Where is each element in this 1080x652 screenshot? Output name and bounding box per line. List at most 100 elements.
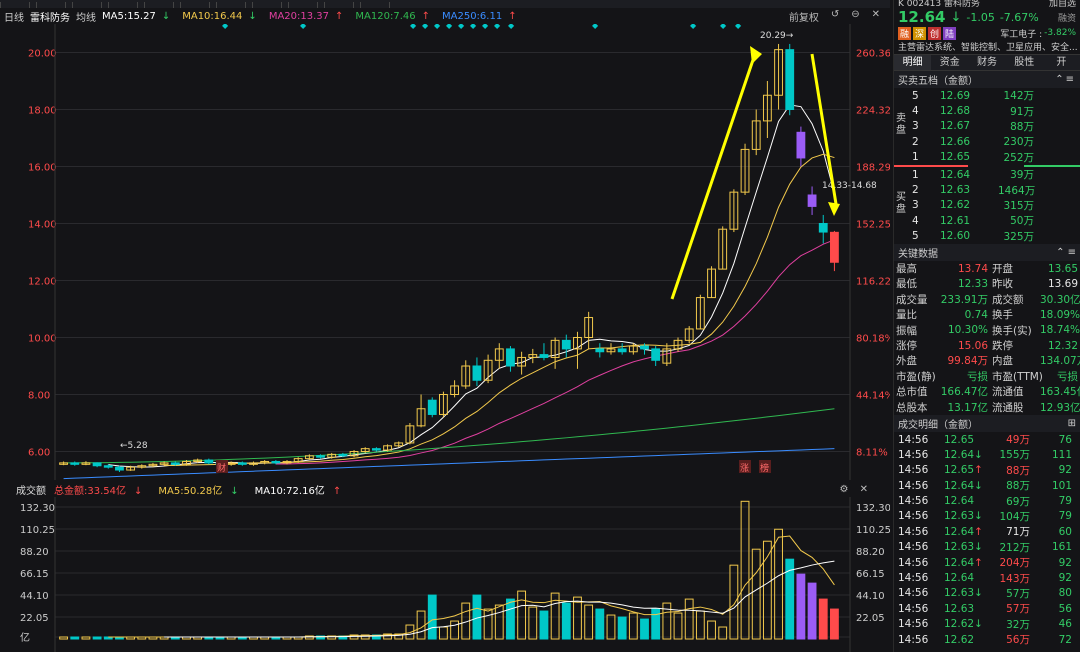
tick-list[interactable]: 14:56 12.65 49万 76 14:56 12.64 ↓ 155万 111 14:56 12… xyxy=(894,432,1080,647)
kline-chart[interactable]: 20.00 260.36% 18.00 224.32% 16.00 188.29% 14.0… xyxy=(0,24,890,480)
tick-row[interactable]: 14:56 12.64 69万 79 xyxy=(894,493,1080,508)
vol-tick: 44.10 xyxy=(20,591,49,602)
candle-body xyxy=(528,354,538,358)
zoom-out-icon[interactable]: ⊖ xyxy=(851,9,860,20)
event-label: 涨 xyxy=(740,463,749,474)
tick-row[interactable]: 14:56 12.65 ↑ 88万 92 xyxy=(894,463,1080,478)
period-tab[interactable] xyxy=(324,2,354,8)
candle-body xyxy=(316,455,325,458)
candle-body xyxy=(237,462,247,465)
period-tab[interactable] xyxy=(72,2,102,8)
tick-time: 14:56 xyxy=(898,448,929,461)
level: 2 xyxy=(912,184,919,197)
key-label: 开盘 xyxy=(992,263,1013,276)
tick-count: 92 xyxy=(1058,464,1072,477)
volume-bar xyxy=(517,590,527,640)
period-tab[interactable] xyxy=(36,2,66,8)
volume-bar xyxy=(528,606,538,640)
close-icon[interactable]: ✕ xyxy=(871,9,880,20)
tick-row[interactable]: 14:56 12.64 143万 92 xyxy=(894,570,1080,585)
period-tab[interactable] xyxy=(252,2,282,8)
tick-price: 12.64 xyxy=(944,525,975,538)
tick-row[interactable]: 14:56 12.63 ↓ 212万 161 xyxy=(894,540,1080,555)
key-value: 10.30% xyxy=(947,324,988,337)
volume-bar xyxy=(830,608,839,640)
tick-row[interactable]: 14:56 12.64 ↑ 204万 92 xyxy=(894,555,1080,570)
tick-row[interactable]: 14:56 12.62 56万 72 xyxy=(894,632,1080,647)
ask-row[interactable]: 3 12.67 88万 xyxy=(894,119,1080,134)
volume: 325万 xyxy=(1003,230,1034,243)
bid-row[interactable]: 4 12.61 50万 xyxy=(894,213,1080,228)
adjust-dropdown[interactable]: 前复权 xyxy=(788,13,819,24)
period-tab[interactable] xyxy=(180,2,210,8)
event-label: 财 xyxy=(217,462,226,474)
info-tab[interactable]: 股性 xyxy=(1014,57,1035,68)
period-tab[interactable] xyxy=(108,2,138,8)
undo-icon[interactable]: ↺ xyxy=(830,9,840,20)
tick-time: 14:56 xyxy=(898,464,929,477)
tick-row[interactable]: 14:56 12.62 ↓ 32万 46 xyxy=(894,617,1080,632)
keydata-row: 最高 13.74 开盘 13.65 xyxy=(894,261,1080,276)
bid-row[interactable]: 3 12.62 315万 xyxy=(894,198,1080,213)
keydata-table: 最高 13.74 开盘 13.65 最低 12.33 昨收 13.69 成交量 233.91万 成交… xyxy=(894,261,1080,415)
period-tab[interactable] xyxy=(360,2,390,8)
ask-row[interactable]: 2 12.66 230万 xyxy=(894,134,1080,149)
price: 12.64 xyxy=(940,168,971,181)
ma-mode[interactable]: 均线 xyxy=(76,12,96,24)
tick-amount: 71万 xyxy=(1006,526,1030,539)
tick-row[interactable]: 14:56 12.63 ↓ 104万 79 xyxy=(894,509,1080,524)
info-tab[interactable]: 财务 xyxy=(977,57,997,68)
info-tab[interactable]: 明细 xyxy=(894,55,932,70)
ma5-line xyxy=(108,104,835,468)
signal-marker: ◆ xyxy=(458,24,465,30)
bid-row[interactable]: 1 12.64 39万 xyxy=(894,167,1080,182)
pct-tick: 80.18% xyxy=(856,334,890,345)
tick-row[interactable]: 14:56 12.63 57万 56 xyxy=(894,601,1080,616)
sell-label: 卖盘 xyxy=(896,113,906,136)
period-tab[interactable] xyxy=(144,2,174,8)
candle-body xyxy=(628,345,638,353)
period-tab-strip[interactable] xyxy=(0,0,890,8)
tick-row[interactable]: 14:56 12.65 49万 76 xyxy=(894,432,1080,447)
volume-bar xyxy=(762,540,772,640)
settings-icon[interactable]: ⚙ xyxy=(839,483,849,495)
ask-list: 5 12.69 142万 4 12.68 91万 3 12.67 88万 2 12.66 230万 1 1… xyxy=(894,88,1080,165)
volume-chart[interactable]: 132.30 132.30 110.25 110.25 88.20 88.20 66.15 6… xyxy=(0,497,890,652)
volume-title[interactable]: 成交额 xyxy=(16,485,46,497)
tick-row[interactable]: 14:56 12.63 ↓ 57万 80 xyxy=(894,586,1080,601)
bid-row[interactable]: 2 12.63 1464万 xyxy=(894,182,1080,197)
tick-row[interactable]: 14:56 12.64 ↓ 155万 111 xyxy=(894,447,1080,462)
tick-amount: 104万 xyxy=(999,510,1030,523)
add-watchlist-button[interactable]: 加自选 xyxy=(1048,0,1076,8)
ask-row[interactable]: 5 12.69 142万 xyxy=(894,88,1080,103)
bid-row[interactable]: 5 12.60 325万 xyxy=(894,229,1080,244)
key-value: 18.74% xyxy=(1040,324,1080,337)
vol-ma5: MA5:50.28亿 xyxy=(158,485,223,497)
high-label: 20.29→ xyxy=(760,31,794,41)
price-tick: 8.00 xyxy=(28,391,50,402)
period-tab[interactable] xyxy=(0,2,30,8)
sector-name[interactable]: 军工电子 : xyxy=(1000,29,1043,40)
info-tab[interactable]: 资金 xyxy=(939,57,960,68)
signal-marker: ◆ xyxy=(410,24,417,30)
tick-price: 12.64 xyxy=(944,479,975,492)
ask-row[interactable]: 4 12.68 91万 xyxy=(894,103,1080,118)
ma120-value: MA120:7.46 xyxy=(355,10,416,22)
signal-marker: ◆ xyxy=(222,24,229,30)
period-tab[interactable] xyxy=(216,2,246,8)
close-icon[interactable]: ✕ xyxy=(859,483,868,495)
volume-bar xyxy=(92,636,102,640)
volume: 252万 xyxy=(1003,151,1034,164)
ask-row[interactable]: 1 12.65 252万 xyxy=(894,150,1080,165)
volume-bar xyxy=(729,564,739,640)
tick-row[interactable]: 14:56 12.64 ↓ 88万 101 xyxy=(894,478,1080,493)
info-tab[interactable]: 开 xyxy=(1056,57,1067,68)
stock-tag: 融 xyxy=(898,26,912,40)
period-tab[interactable] xyxy=(288,2,318,8)
level: 1 xyxy=(912,151,919,164)
tick-time: 14:56 xyxy=(898,541,929,554)
tick-row[interactable]: 14:56 12.64 ↑ 71万 60 xyxy=(894,524,1080,539)
volume-bar xyxy=(796,573,806,640)
candle-body xyxy=(182,460,191,465)
